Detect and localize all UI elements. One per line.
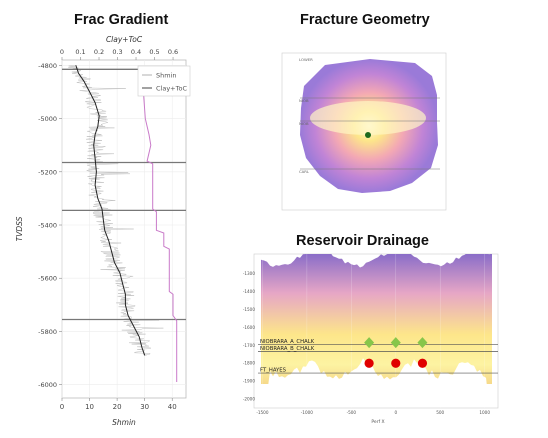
drain-horizon-label-2: FT_HAYES: [260, 368, 287, 374]
drain-y-tick-label-3: -1600: [243, 325, 256, 330]
drainage-marks: [364, 337, 428, 368]
geo-label-1: LOWER: [299, 57, 313, 62]
drainage-grid: [262, 254, 485, 408]
drain-y-tick-label-7: -2000: [243, 397, 256, 402]
fracture-geometry-title: Fracture Geometry: [300, 12, 430, 28]
x2-tick-label-1: 0.1: [75, 48, 85, 56]
geo-label-3: NIOB: [299, 121, 309, 126]
x-tick-label-2: 20: [113, 403, 122, 411]
well-marker-1: [390, 337, 401, 349]
x2-tick-label-6: 0.6: [168, 48, 178, 56]
y-tick-label-3: -5400: [38, 222, 57, 230]
reservoir-drainage-title: Reservoir Drainage: [296, 233, 429, 249]
x2-tick-label-3: 0.3: [112, 48, 122, 56]
drainage-field: [261, 254, 492, 384]
clay-toc-line: [141, 67, 178, 382]
x-tick-label-4: 40: [168, 403, 177, 411]
drain-y-tick-label-6: -1900: [243, 379, 256, 384]
drain-y-tick-label-2: -1500: [243, 307, 256, 312]
drain-x-tick-label-4: 500: [436, 410, 444, 415]
axes: 0 10 20 30 40 0 0.1 0.2 0.3 0.4 0.5 0.6 -4800 -5000 -5…: [38, 48, 178, 411]
y-tick-label-0: -4800: [38, 62, 57, 70]
legend-box: [137, 65, 191, 97]
drain-horizon-label-0: NIOBRARA_A_CHALK: [260, 339, 315, 345]
y-axis-label: TVDSS: [15, 216, 24, 241]
x-axis-label: Shmin: [112, 418, 136, 427]
frac-gradient-title: Frac Gradient: [74, 12, 169, 28]
drainage-axes: -1500 -1000 -500 0 500 1000 -1300 -1400 -1500 -16…: [243, 271, 490, 415]
fracture-core: [310, 101, 426, 135]
y-tick-label-1: -5000: [38, 115, 57, 123]
frac-point-0: [364, 358, 374, 368]
y-tick-label-6: -6000: [38, 381, 57, 389]
x-tick-label-1: 10: [85, 403, 94, 411]
drainage-x-axis-label: Perf X: [371, 419, 384, 425]
well-marker-2: [417, 337, 428, 349]
frac-point-1: [391, 358, 401, 368]
shmin-line: [75, 65, 146, 356]
x2-tick-label-5: 0.5: [149, 48, 159, 56]
drain-y-tick-label-1: -1400: [243, 289, 256, 294]
frac-point-2: [417, 358, 428, 368]
drain-y-tick-label-5: -1800: [243, 361, 256, 366]
frac-center-marker: [365, 132, 371, 138]
x2-tick-label-0: 0: [60, 48, 64, 56]
drain-x-tick-label-2: -500: [347, 410, 357, 415]
well-marker-0: [364, 337, 375, 349]
drain-y-tick-label-0: -1300: [243, 271, 256, 276]
y-tick-label-2: -5200: [38, 168, 57, 176]
y-tick-label-4: -5600: [38, 275, 57, 283]
legend-label-shmin: Shmin: [156, 72, 177, 80]
frac-gradient-plot: 0 10 20 30 40 0 0.1 0.2 0.3 0.4 0.5 0.6 -4800 -5000 -5…: [15, 35, 191, 427]
drain-x-tick-label-1: -1000: [301, 410, 314, 415]
drain-x-tick-label-3: 0: [394, 410, 397, 415]
x2-tick-label-4: 0.4: [131, 48, 141, 56]
legend-label-clay: Clay+ToC: [156, 85, 187, 93]
drain-y-tick-label-4: -1700: [243, 343, 256, 348]
drain-horizon-label-1: NIOBRARA_B_CHALK: [260, 346, 315, 352]
y-tick-label-5: -5800: [38, 328, 57, 336]
geo-label-2: NIOB: [299, 98, 309, 103]
fracture-geometry-plot: LOWER NIOB NIOB CARL: [281, 52, 447, 211]
x-tick-label-0: 0: [60, 403, 64, 411]
drain-x-tick-label-5: 1000: [479, 410, 490, 415]
series-lines: [75, 65, 178, 382]
x-tick-label-3: 30: [140, 403, 149, 411]
geo-label-4: CARL: [299, 169, 310, 174]
legend: Shmin Clay+ToC: [137, 65, 191, 97]
x2-tick-label-2: 0.2: [94, 48, 104, 56]
x2-axis-label: Clay+ToC: [106, 35, 143, 44]
drain-x-tick-label-0: -1500: [256, 410, 269, 415]
